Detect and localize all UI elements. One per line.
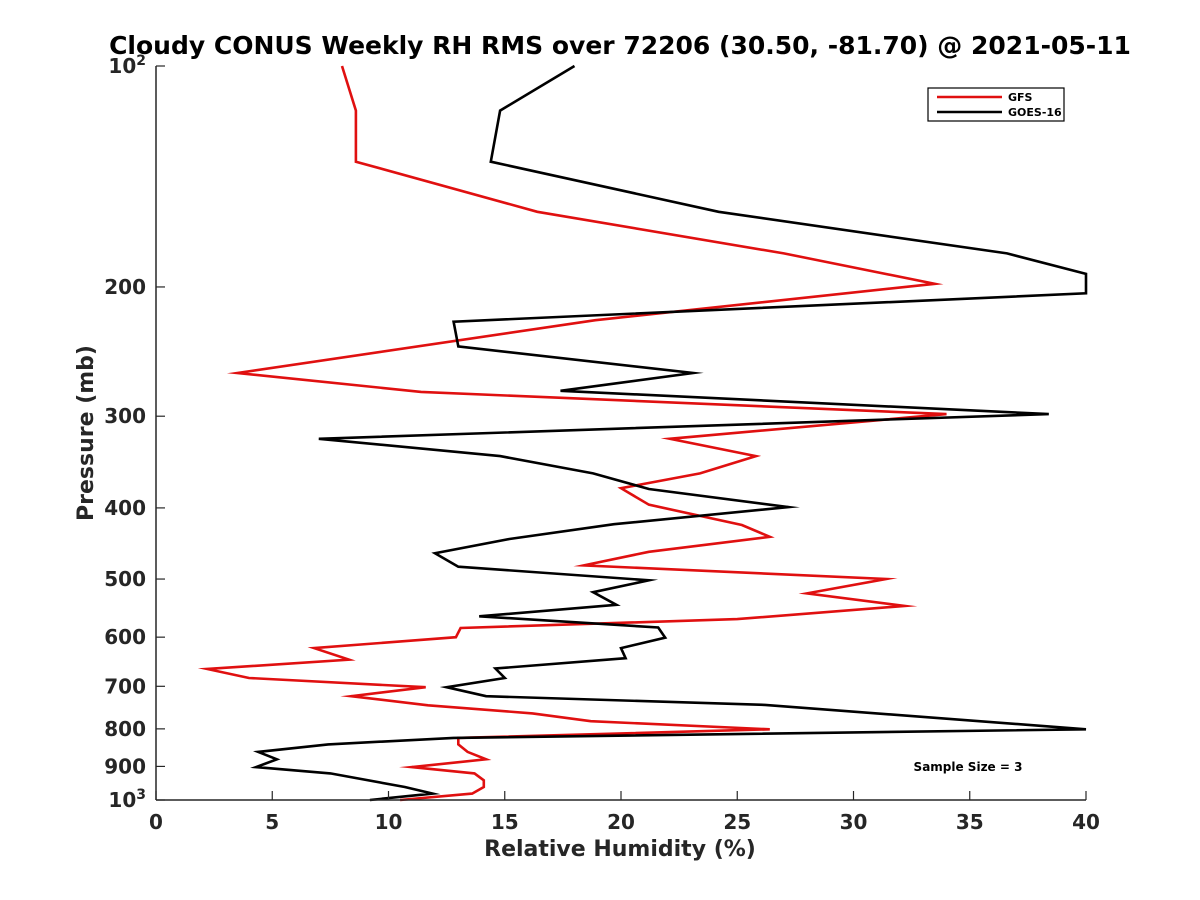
legend-label-goes-16: GOES-16 [1008, 106, 1062, 119]
x-axis-label: Relative Humidity (%) [484, 837, 756, 862]
plot-area: 0 5 10 15 20 25 30 35 40 102 200 300 400 500 600 700 800… [104, 53, 1100, 834]
series-line-goes-16 [250, 64, 1088, 802]
legend-label-gfs: GFS [1008, 91, 1033, 104]
x-tick-label-20: 20 [607, 810, 635, 834]
y-tick-label-700: 700 [104, 674, 146, 698]
y-tick-label-300: 300 [104, 404, 146, 428]
chart-title: Cloudy CONUS Weekly RH RMS over 72206 (3… [109, 31, 1131, 60]
y-tick-label-1000: 103 [108, 787, 146, 812]
legend: GFS GOES-16 [927, 87, 1065, 122]
y-tick-label-800: 800 [104, 717, 146, 741]
y-tick-label-400: 400 [104, 496, 146, 520]
x-tick-label-10: 10 [375, 810, 403, 834]
x-tick-label-35: 35 [956, 810, 984, 834]
x-tick-label-40: 40 [1072, 810, 1100, 834]
y-tick-label-100: 102 [108, 53, 146, 78]
series-line-gfs [197, 65, 947, 802]
sample-size-annotation: Sample Size = 3 [914, 760, 1023, 774]
x-tick-label-5: 5 [265, 810, 279, 834]
y-tick-label-600: 600 [104, 625, 146, 649]
y-tick-label-500: 500 [104, 567, 146, 591]
x-tick-label-30: 30 [840, 810, 868, 834]
x-tick-label-0: 0 [149, 810, 163, 834]
x-tick-label-25: 25 [723, 810, 751, 834]
y-tick-label-900: 900 [104, 754, 146, 778]
y-axis-label: Pressure (mb) [74, 345, 99, 521]
x-tick-label-15: 15 [491, 810, 519, 834]
y-tick-label-200: 200 [104, 275, 146, 299]
legend-box [927, 87, 1065, 122]
